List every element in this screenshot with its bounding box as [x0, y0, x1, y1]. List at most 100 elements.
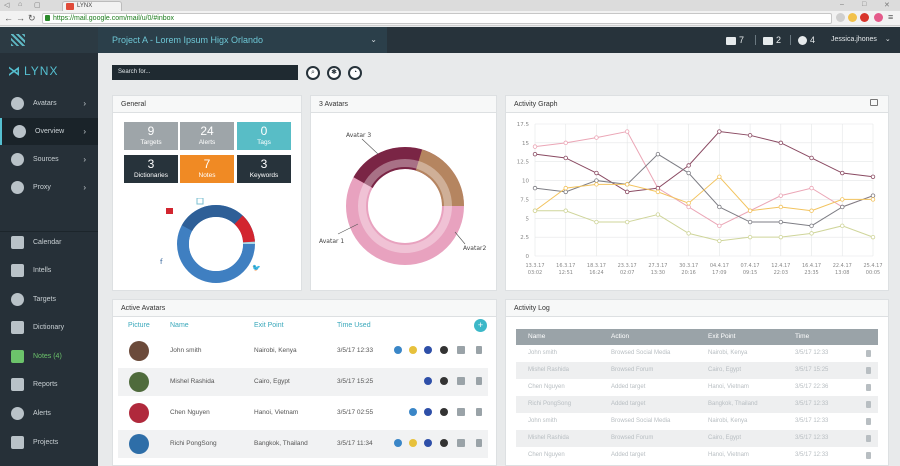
back-icon[interactable]: ← — [4, 13, 13, 23]
trash-icon[interactable] — [476, 346, 482, 354]
maximize-icon[interactable]: □ — [862, 1, 867, 8]
trash-icon[interactable] — [866, 350, 871, 357]
avatar1-label: Avatar 1 — [319, 238, 344, 245]
globe-icon[interactable] — [424, 408, 432, 416]
network-button[interactable]: ✱ — [327, 66, 341, 80]
column-header-action[interactable]: Action — [611, 333, 630, 340]
reload-icon[interactable]: ↻ — [28, 13, 36, 23]
sidebar-item-calendar[interactable]: Calendar — [0, 229, 98, 256]
project-selector[interactable]: Project A - Lorem Ipsum Higx Orlando ⌄ — [98, 27, 387, 53]
minimize-icon[interactable]: – — [840, 1, 844, 8]
window-tab-icon[interactable]: ▢ — [34, 2, 41, 9]
sidebar-item-intells[interactable]: Intells — [0, 257, 98, 284]
close-window-icon[interactable]: ✕ — [884, 2, 890, 9]
user-menu[interactable]: Jessica.jhones ⌄ — [831, 27, 891, 53]
trash-icon[interactable] — [866, 367, 871, 374]
edit-icon[interactable] — [457, 439, 465, 447]
sidebar-item-notes[interactable]: Notes (4) — [0, 343, 98, 370]
log-row[interactable]: Chen Nguyen Added target Hanoi, Vietnam … — [516, 379, 878, 396]
table-row[interactable]: Richi PongSong Bangkok, Thailand 3/5/17 … — [118, 430, 488, 458]
refresh-icon[interactable] — [409, 439, 417, 447]
disconnect-icon[interactable] — [440, 377, 448, 385]
column-header-name[interactable]: Name — [528, 333, 546, 340]
disconnect-icon[interactable] — [440, 408, 448, 416]
m-extension-icon[interactable] — [874, 13, 883, 22]
globe-icon[interactable] — [424, 346, 432, 354]
tile-dictionaries[interactable]: 3 Dictionaries — [124, 155, 178, 183]
add-avatar-button[interactable]: + — [474, 319, 487, 332]
search-button[interactable]: ⌕ — [306, 66, 320, 80]
share-icon[interactable] — [394, 346, 402, 354]
tile-notes[interactable]: 7 Notes — [180, 155, 234, 183]
forward-icon[interactable]: → — [16, 13, 25, 23]
tile-alerts[interactable]: 24 Alerts — [180, 122, 234, 150]
sidebar-item-sources[interactable]: Sources › — [0, 146, 98, 173]
refresh-icon[interactable] — [409, 346, 417, 354]
trash-icon[interactable] — [476, 408, 482, 416]
mail-counter[interactable]: 7 — [726, 27, 744, 53]
column-header-exit-point[interactable]: Exit Point — [254, 322, 284, 329]
sidebar-item-projects[interactable]: Projects — [0, 429, 98, 456]
abp-extension-icon[interactable] — [860, 13, 869, 22]
facebook-icon: f — [160, 258, 163, 266]
column-header-time-used[interactable]: Time Used — [337, 322, 371, 329]
eye-extension-icon[interactable] — [836, 13, 845, 22]
sidebar-item-reports[interactable]: Reports — [0, 371, 98, 398]
sidebar-item-dictionary[interactable]: Dictionary — [0, 314, 98, 341]
sidebar-item-overview[interactable]: Overview › — [0, 118, 98, 145]
column-header-picture[interactable]: Picture — [128, 322, 150, 329]
trash-icon[interactable] — [866, 435, 871, 442]
globe-icon[interactable] — [424, 377, 432, 385]
star-icon[interactable] — [848, 13, 857, 22]
trash-icon[interactable] — [866, 384, 871, 391]
avatars-donut-chart: Avatar 3 Avatar 1 Avatar2 — [319, 132, 486, 265]
chart-button[interactable]: ◔ — [348, 66, 362, 80]
edit-icon[interactable] — [457, 408, 465, 416]
grid-logo-icon[interactable] — [11, 34, 25, 46]
home-tab-icon[interactable]: ⌂ — [18, 1, 23, 8]
search-input[interactable]: Search for... — [112, 65, 298, 80]
table-row[interactable]: John smith Nairobi, Kenya 3/5/17 12:33 — [118, 337, 488, 365]
log-row[interactable]: John smith Browsed Social Media Nairobi,… — [516, 413, 878, 430]
trash-icon[interactable] — [476, 377, 482, 385]
share-icon[interactable] — [409, 408, 417, 416]
column-header-name[interactable]: Name — [170, 322, 189, 329]
table-row[interactable]: Chen Nguyen Hanoi, Vietnam 3/5/17 02:55 — [118, 399, 488, 427]
calendar-icon[interactable] — [870, 99, 878, 106]
tab-scroll-left-icon[interactable]: ◁ — [4, 2, 10, 9]
log-row[interactable]: Mishel Rashida Browsed Forum Cairo, Egyp… — [516, 430, 878, 447]
log-row[interactable]: Mishel Rashida Browsed Forum Cairo, Egyp… — [516, 362, 878, 379]
notes-counter[interactable]: 2 — [763, 27, 781, 53]
column-header-exit-point[interactable]: Exit Point — [708, 333, 736, 340]
edit-icon[interactable] — [457, 377, 465, 385]
browser-menu-icon[interactable]: ≡ — [888, 12, 894, 22]
table-row[interactable]: Mishel Rashida Cairo, Egypt 3/5/17 15:25 — [118, 368, 488, 396]
browser-tab[interactable]: LYNX — [62, 1, 122, 11]
trash-icon[interactable] — [476, 439, 482, 447]
globe-icon[interactable] — [424, 439, 432, 447]
disconnect-icon[interactable] — [440, 439, 448, 447]
trash-icon[interactable] — [866, 452, 871, 459]
tile-tags[interactable]: 0 Tags — [237, 122, 291, 150]
address-bar[interactable]: https://mail.google.com/mail/u/0/#inbox — [42, 13, 832, 24]
x-tick-label: 25.4.17 — [863, 263, 882, 269]
tile-keywords[interactable]: 3 Keywords — [237, 155, 291, 183]
edit-icon[interactable] — [457, 346, 465, 354]
trash-icon[interactable] — [866, 401, 871, 408]
sidebar-item-targets[interactable]: Targets — [0, 286, 98, 313]
activity-log-header: Name Action Exit Point Time — [516, 329, 878, 345]
trash-icon[interactable] — [866, 418, 871, 425]
network-icon: ✱ — [331, 69, 337, 76]
sidebar-item-avatars[interactable]: Avatars › — [0, 90, 98, 117]
log-row[interactable]: John smith Browsed Social Media Nairobi,… — [516, 345, 878, 362]
data-point — [655, 189, 661, 195]
log-row[interactable]: Chen Nguyen Added target Hanoi, Vietnam … — [516, 447, 878, 464]
sidebar-item-proxy[interactable]: Proxy › — [0, 174, 98, 201]
tile-targets[interactable]: 9 Targets — [124, 122, 178, 150]
log-row[interactable]: Richi PongSong Added target Bangkok, Tha… — [516, 396, 878, 413]
disconnect-icon[interactable] — [440, 346, 448, 354]
tasks-counter[interactable]: 4 — [798, 27, 815, 53]
column-header-time[interactable]: Time — [795, 333, 810, 340]
sidebar-item-alerts[interactable]: Alerts — [0, 400, 98, 427]
share-icon[interactable] — [394, 439, 402, 447]
